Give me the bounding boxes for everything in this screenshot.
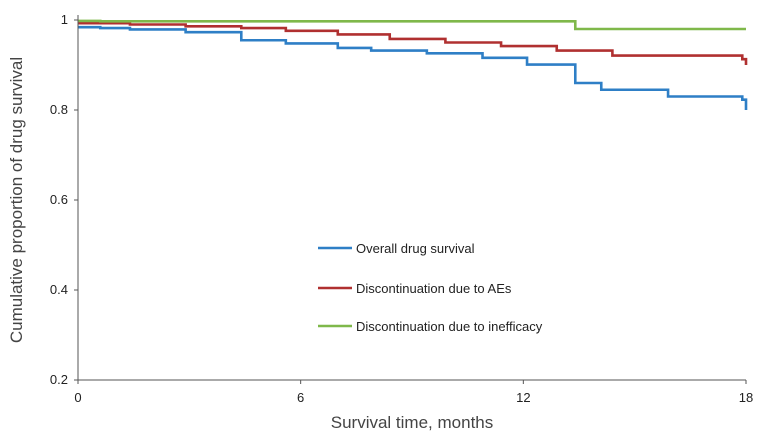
legend-label: Overall drug survival bbox=[356, 241, 475, 256]
series-line-1 bbox=[78, 25, 748, 110]
y-tick-labels: 0.2 0.4 0.6 0.8 1 bbox=[50, 12, 78, 387]
legend-label: Discontinuation due to inefficacy bbox=[356, 319, 543, 334]
x-tick-label: 12 bbox=[516, 390, 530, 405]
plot-lines bbox=[78, 19, 748, 110]
y-tick-label: 0.6 bbox=[50, 192, 68, 207]
x-tick-label: 0 bbox=[74, 390, 81, 405]
series-line-3 bbox=[78, 19, 746, 31]
y-tick-label: 1 bbox=[61, 12, 68, 27]
legend-label: Discontinuation due to AEs bbox=[356, 281, 512, 296]
x-tick-labels: 0 6 12 18 bbox=[74, 380, 753, 405]
y-tick-label: 0.4 bbox=[50, 282, 68, 297]
y-tick-label: 0.8 bbox=[50, 102, 68, 117]
x-tick-label: 18 bbox=[739, 390, 753, 405]
y-tick-label: 0.2 bbox=[50, 372, 68, 387]
x-axis-title: Survival time, months bbox=[331, 413, 494, 432]
x-tick-label: 6 bbox=[297, 390, 304, 405]
legend: Overall drug survival Discontinuation due… bbox=[318, 241, 543, 334]
series-line-2 bbox=[78, 21, 748, 65]
axes bbox=[77, 15, 746, 381]
y-axis-title: Cumulative proportion of drug survival bbox=[7, 57, 26, 343]
